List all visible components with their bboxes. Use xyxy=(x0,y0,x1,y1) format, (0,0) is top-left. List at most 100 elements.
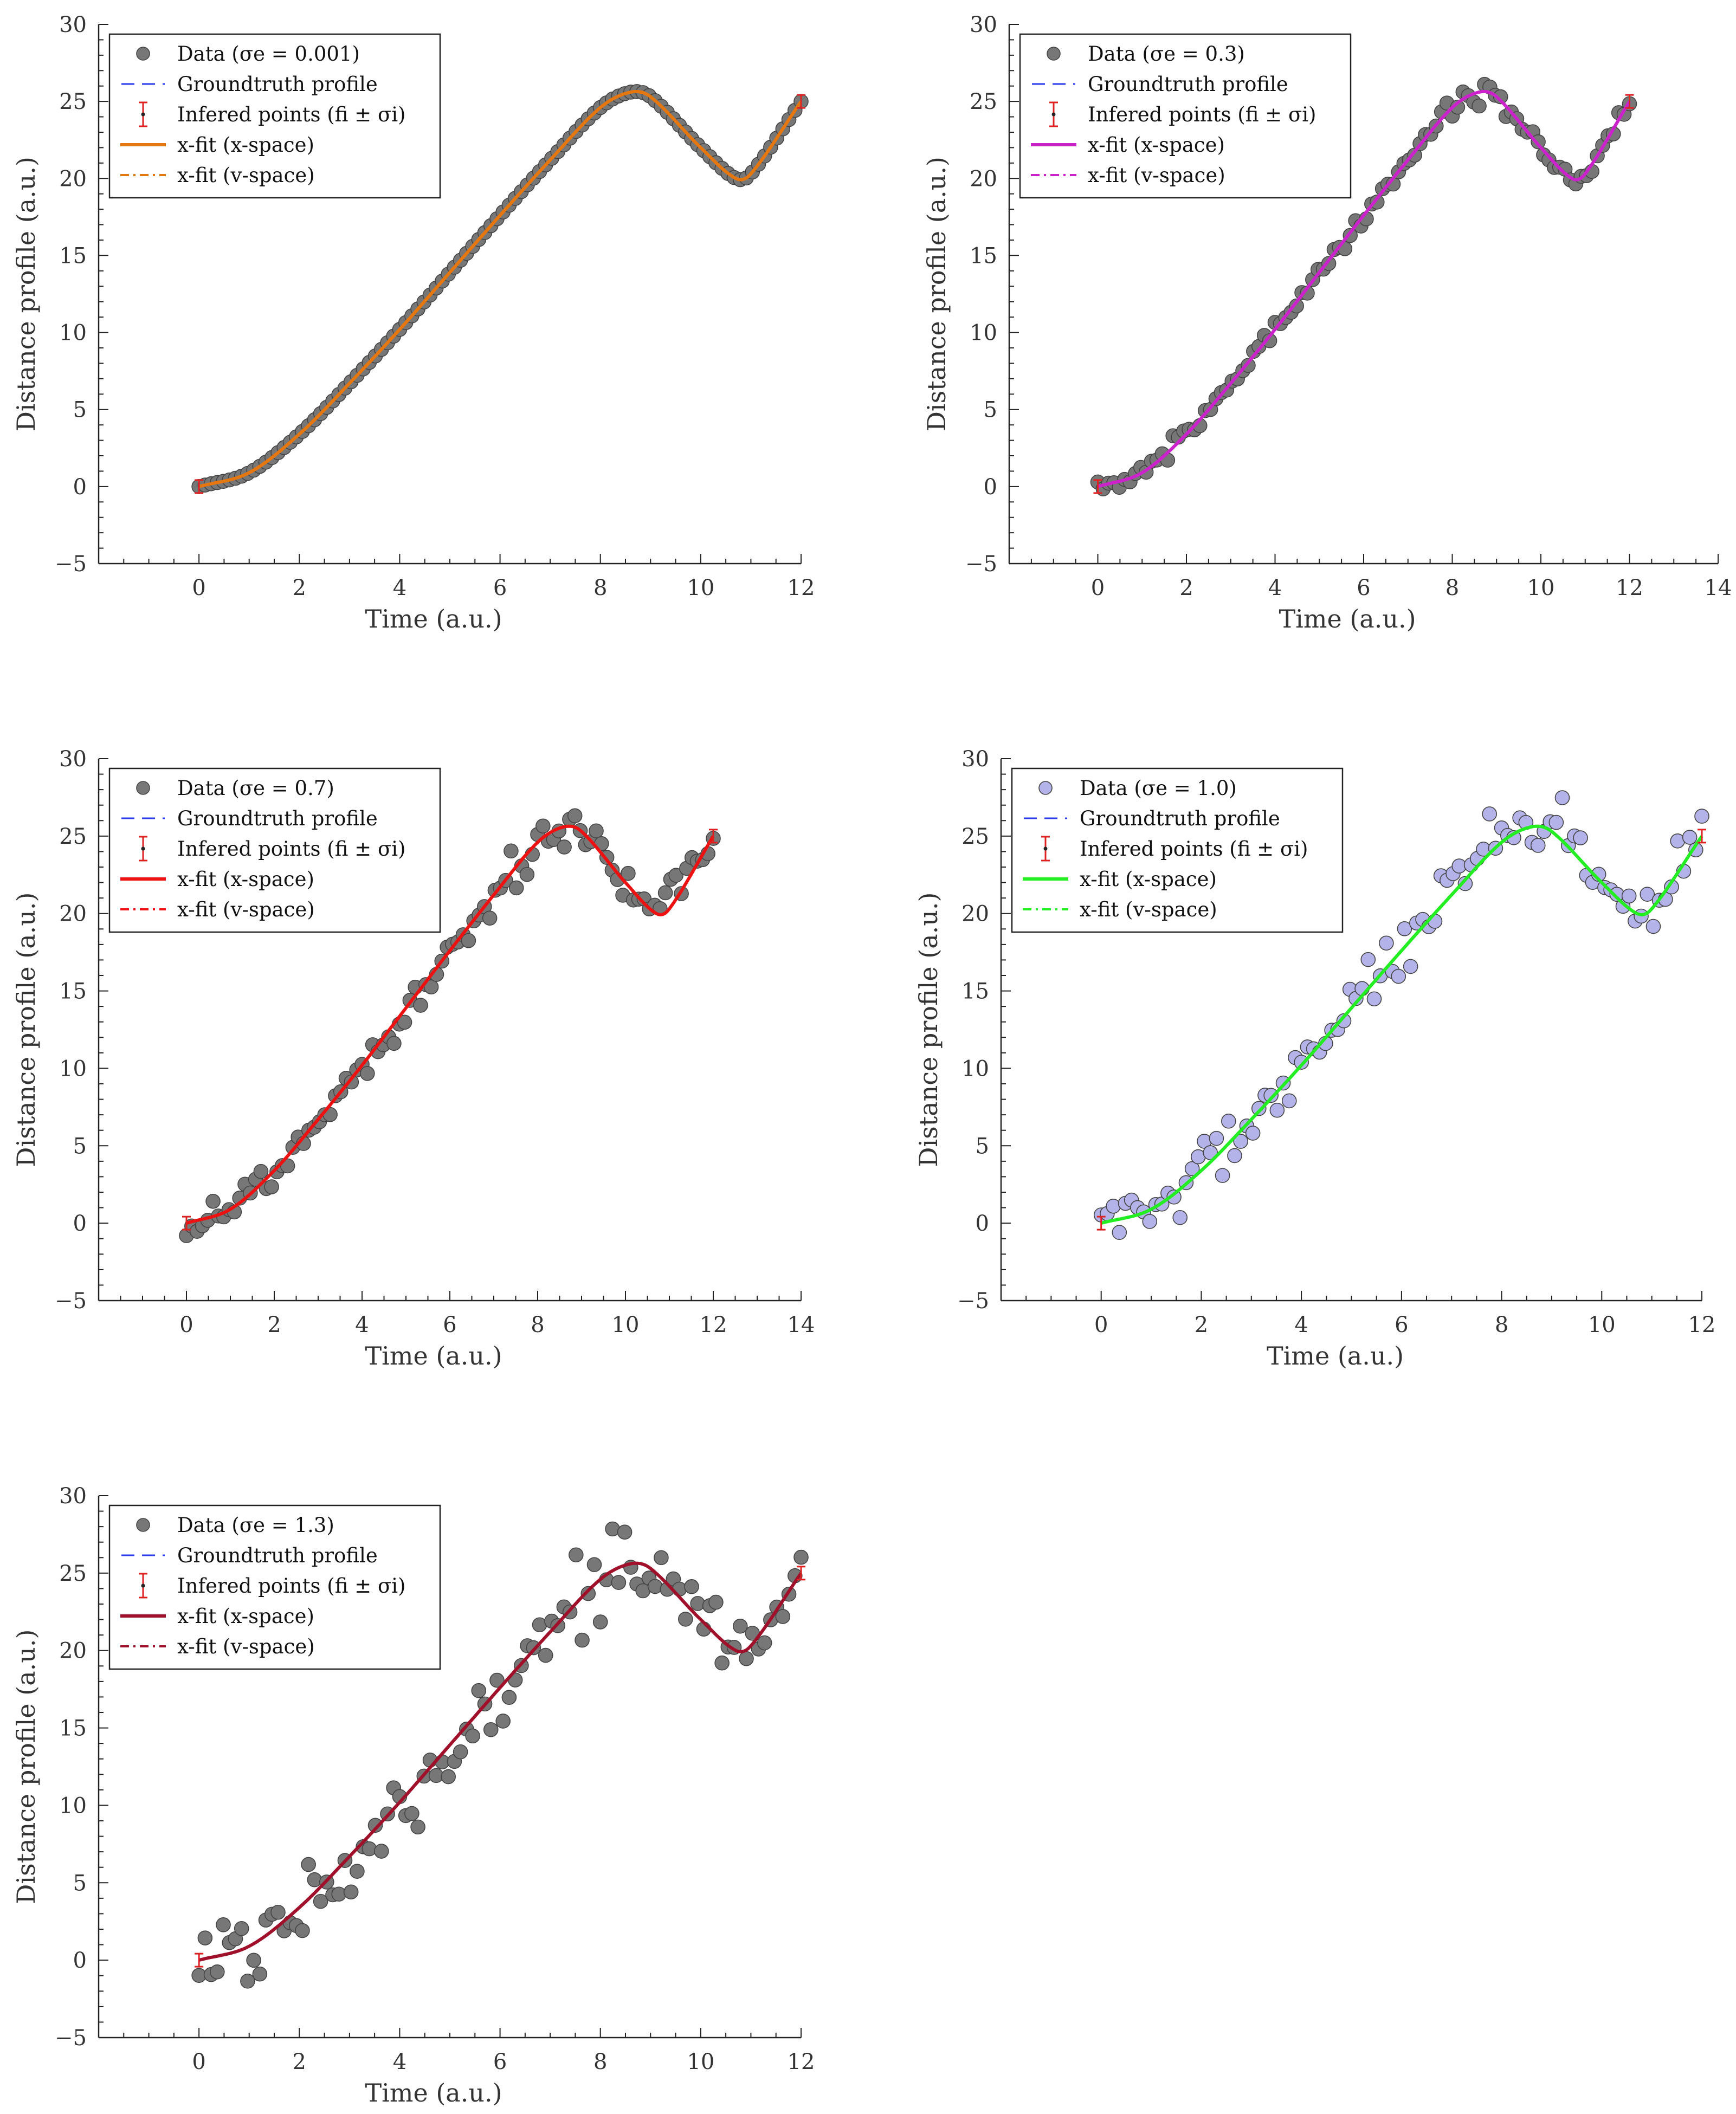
data-point xyxy=(234,1921,249,1936)
data-point xyxy=(1530,838,1546,853)
x-tick-label: 10 xyxy=(612,1313,640,1337)
x-tick-label: 0 xyxy=(192,2050,205,2074)
data-point xyxy=(410,1819,425,1835)
data-point xyxy=(1251,1101,1267,1116)
data-point xyxy=(668,868,684,883)
legend-label: x-fit (x-space) xyxy=(177,133,314,157)
x-tick-label: 2 xyxy=(267,1313,281,1337)
y-tick-label: 5 xyxy=(976,1134,989,1159)
legend-data-marker xyxy=(136,1518,150,1532)
y-tick-label: 30 xyxy=(59,12,87,37)
data-point xyxy=(246,1953,261,1968)
chart-panel-5: −5 0 5 10 15 20 25 30 0 2 4 6 8 10 12 Time (a.u.) Distan… xyxy=(11,1484,815,2107)
legend-label: Groundtruth profile xyxy=(177,1544,378,1567)
y-tick-label: 5 xyxy=(73,1871,87,1896)
data-point xyxy=(210,1964,225,1980)
y-tick-label: 10 xyxy=(59,321,87,346)
data-point xyxy=(621,865,636,881)
x-tick-label: 10 xyxy=(1588,1313,1616,1337)
y-tick-label: 20 xyxy=(59,902,87,927)
data-point xyxy=(1281,1093,1297,1109)
x-tick-label: 6 xyxy=(443,1313,456,1337)
legend-label: x-fit (x-space) xyxy=(1088,133,1225,157)
y-tick-label: 30 xyxy=(970,12,997,37)
legend-label: x-fit (v-space) xyxy=(177,1635,315,1658)
fit-line-v-space xyxy=(198,90,802,488)
data-point xyxy=(252,1966,268,1982)
data-point xyxy=(580,1586,596,1601)
data-point xyxy=(519,867,535,882)
data-point xyxy=(1172,1210,1188,1225)
y-axis-title: Distance profile (a.u.) xyxy=(914,893,943,1167)
data-points xyxy=(1090,76,1637,496)
y-axis-title: Distance profile (a.u.) xyxy=(11,157,41,431)
data-point xyxy=(1209,1130,1224,1146)
data-point xyxy=(1112,1225,1127,1240)
legend-infered-dot xyxy=(141,1583,145,1588)
x-tick-label: 8 xyxy=(1445,576,1459,600)
data-point xyxy=(240,1974,255,1989)
y-tick-label: 20 xyxy=(970,166,997,191)
data-point xyxy=(1233,1134,1248,1149)
y-tick-label: 0 xyxy=(73,1948,87,1973)
legend-infered-dot xyxy=(141,846,145,851)
data-point xyxy=(441,1769,456,1785)
data-point xyxy=(657,885,673,901)
y-tick-label: −5 xyxy=(55,1289,87,1314)
data-point xyxy=(1263,1088,1279,1103)
data-point xyxy=(295,1923,310,1938)
y-tick-label: 30 xyxy=(59,1484,87,1509)
data-point xyxy=(1294,1055,1309,1070)
legend-label: x-fit (v-space) xyxy=(177,898,315,921)
data-point xyxy=(654,1550,669,1566)
legend-label: Data (σe = 1.3) xyxy=(177,1514,334,1537)
data-point xyxy=(197,1930,213,1945)
legend-data-marker xyxy=(1047,47,1061,61)
legend-infered-dot xyxy=(1043,846,1048,851)
data-point xyxy=(362,1841,377,1857)
y-tick-label: −5 xyxy=(965,552,997,577)
y-tick-label: 0 xyxy=(73,1211,87,1236)
data-point xyxy=(611,1575,627,1590)
data-point xyxy=(270,1904,286,1920)
data-point xyxy=(205,1193,221,1209)
legend-box xyxy=(108,33,441,199)
x-tick-label: 12 xyxy=(700,1313,727,1337)
data-point xyxy=(413,998,428,1013)
y-tick-label: 30 xyxy=(59,747,87,772)
legend-label: x-fit (x-space) xyxy=(177,1605,314,1628)
legend: Data (σe = 1.3) Groundtruth profile Infere… xyxy=(108,1504,441,1670)
data-point xyxy=(253,1163,269,1179)
data-point xyxy=(495,1714,511,1729)
data-point xyxy=(557,839,572,855)
data-point xyxy=(1391,968,1406,984)
data-point xyxy=(1203,1145,1218,1160)
y-tick-label: −5 xyxy=(55,2026,87,2051)
legend-data-marker xyxy=(1038,781,1053,795)
y-axis-title: Distance profile (a.u.) xyxy=(922,157,951,431)
data-point xyxy=(1694,809,1709,824)
y-tick-label: 25 xyxy=(59,824,87,849)
data-point xyxy=(592,1614,608,1630)
data-point xyxy=(1645,919,1661,934)
data-point xyxy=(301,1857,316,1872)
y-tick-label: −5 xyxy=(957,1289,989,1314)
x-tick-label: 2 xyxy=(1195,1313,1208,1337)
x-axis-title: Time (a.u.) xyxy=(1279,604,1416,633)
x-tick-label: 4 xyxy=(393,2050,406,2074)
data-point xyxy=(586,1557,602,1573)
data-point xyxy=(1548,814,1564,830)
data-point xyxy=(373,1844,389,1859)
legend-infered-dot xyxy=(141,112,145,117)
x-tick-label: 2 xyxy=(1179,576,1193,600)
y-tick-label: 10 xyxy=(961,1056,989,1081)
fit-line-v-space xyxy=(186,825,714,1225)
y-tick-label: 15 xyxy=(59,1716,87,1741)
x-tick-label: 10 xyxy=(687,576,714,600)
legend-box xyxy=(1011,767,1344,933)
data-point xyxy=(1482,806,1497,822)
data-point xyxy=(508,880,524,896)
legend-label: Infered points (fi ± σi) xyxy=(177,103,405,126)
data-point xyxy=(501,1690,517,1705)
y-axis-title: Distance profile (a.u.) xyxy=(11,893,41,1167)
